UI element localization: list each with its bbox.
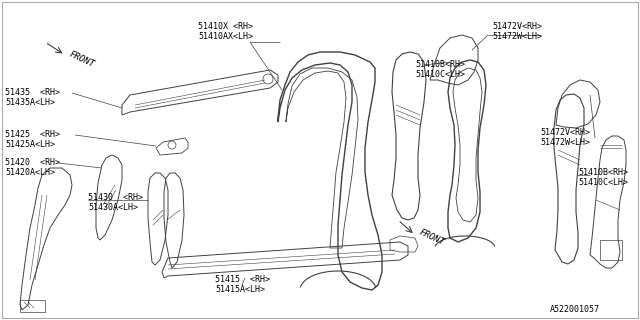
Text: 51410B<RH>: 51410B<RH> [415,60,465,69]
Text: FRONT: FRONT [418,228,446,247]
Text: 51410AX<LH>: 51410AX<LH> [198,32,253,41]
Bar [600,240,622,260]
Text: 51410X <RH>: 51410X <RH> [198,22,253,31]
Text: 51420A<LH>: 51420A<LH> [5,168,55,177]
Text: 51472W<LH>: 51472W<LH> [540,138,590,147]
Text: FRONT: FRONT [68,50,96,69]
Text: 51472W<LH>: 51472W<LH> [492,32,542,41]
Text: 51425  <RH>: 51425 <RH> [5,130,60,139]
Text: 51415A<LH>: 51415A<LH> [215,285,265,294]
Text: 51420  <RH>: 51420 <RH> [5,158,60,167]
Text: 51435  <RH>: 51435 <RH> [5,88,60,97]
Text: 51410C<LH>: 51410C<LH> [415,70,465,79]
Text: 51430  <RH>: 51430 <RH> [88,193,143,202]
Text: 51415  <RH>: 51415 <RH> [215,275,270,284]
Text: 51435A<LH>: 51435A<LH> [5,98,55,107]
Text: 51472V<RH>: 51472V<RH> [540,128,590,137]
Text: 51472V<RH>: 51472V<RH> [492,22,542,31]
Text: 51410C<LH>: 51410C<LH> [578,178,628,187]
Text: 51410B<RH>: 51410B<RH> [578,168,628,177]
Text: 51425A<LH>: 51425A<LH> [5,140,55,149]
Text: A522001057: A522001057 [550,305,600,314]
Text: 51430A<LH>: 51430A<LH> [88,203,138,212]
